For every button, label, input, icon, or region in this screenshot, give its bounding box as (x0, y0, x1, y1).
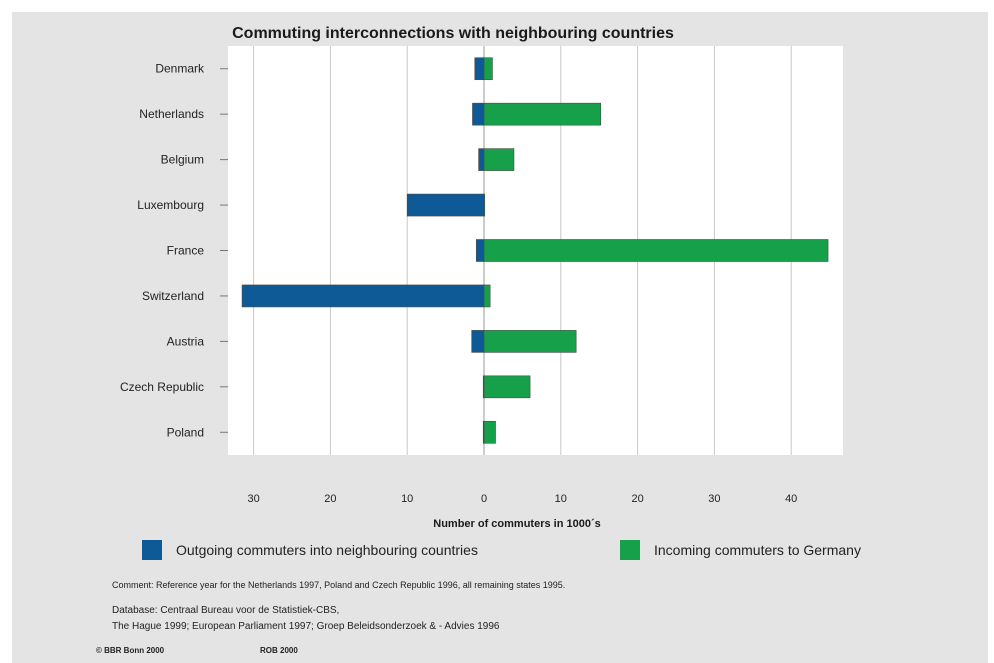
bar-incoming (483, 375, 531, 399)
x-tick-label: 10 (555, 493, 567, 505)
bar-outgoing (406, 193, 485, 217)
bar-incoming (483, 57, 493, 81)
footnote-comment: Comment: Reference year for the Netherla… (112, 580, 566, 590)
category-label: Austria (167, 334, 205, 348)
footnote-database-2: The Hague 1999; European Parliament 1997… (112, 621, 500, 632)
bar-incoming (483, 284, 491, 308)
legend-swatch-outgoing (142, 540, 162, 560)
bar-incoming (483, 239, 829, 262)
bar-outgoing (241, 284, 485, 308)
x-tick-label: 10 (401, 493, 413, 505)
footnote-database-1: Database: Centraal Bureau voor de Statis… (112, 605, 340, 616)
bar-incoming (483, 102, 602, 126)
x-tick-label: 20 (631, 493, 643, 505)
x-tick-label: 30 (247, 493, 259, 505)
legend-label-incoming: Incoming commuters to Germany (654, 542, 861, 558)
bar-outgoing (474, 57, 485, 81)
x-tick-label: 30 (708, 493, 720, 505)
category-label: Poland (167, 425, 204, 439)
bar-outgoing (478, 148, 485, 171)
category-label: Switzerland (142, 289, 204, 303)
legend-swatch-incoming (620, 540, 640, 560)
category-label: Denmark (155, 62, 205, 76)
copyright-mark: © BBR Bonn 2000 (96, 646, 165, 655)
bar-outgoing (471, 330, 485, 353)
category-label: Luxembourg (137, 198, 204, 212)
bar-incoming (483, 420, 496, 444)
legend-label-outgoing: Outgoing commuters into neighbouring cou… (176, 542, 478, 558)
bar-incoming (483, 330, 577, 353)
bar-incoming (483, 148, 515, 171)
x-tick-label: 20 (324, 493, 336, 505)
bars (241, 57, 829, 444)
chart-title: Commuting interconnections with neighbou… (232, 25, 674, 42)
category-label: Belgium (161, 153, 204, 167)
category-label: Czech Republic (120, 380, 204, 394)
bar-outgoing (476, 239, 485, 262)
x-tick-labels: 30 20 10 0 10 20 30 40 (247, 493, 797, 505)
x-axis-label: Number of commuters in 1000´s (433, 518, 601, 530)
category-label: Netherlands (139, 107, 204, 121)
bar-outgoing (472, 102, 485, 126)
bar-incoming (483, 193, 486, 217)
category-labels: Denmark Netherlands Belgium Luxembourg Franc… (120, 62, 228, 439)
x-tick-label: 40 (785, 493, 797, 505)
category-label: France (167, 244, 205, 258)
map-code: ROB 2000 (260, 646, 298, 655)
x-tick-label: 0 (481, 493, 487, 505)
